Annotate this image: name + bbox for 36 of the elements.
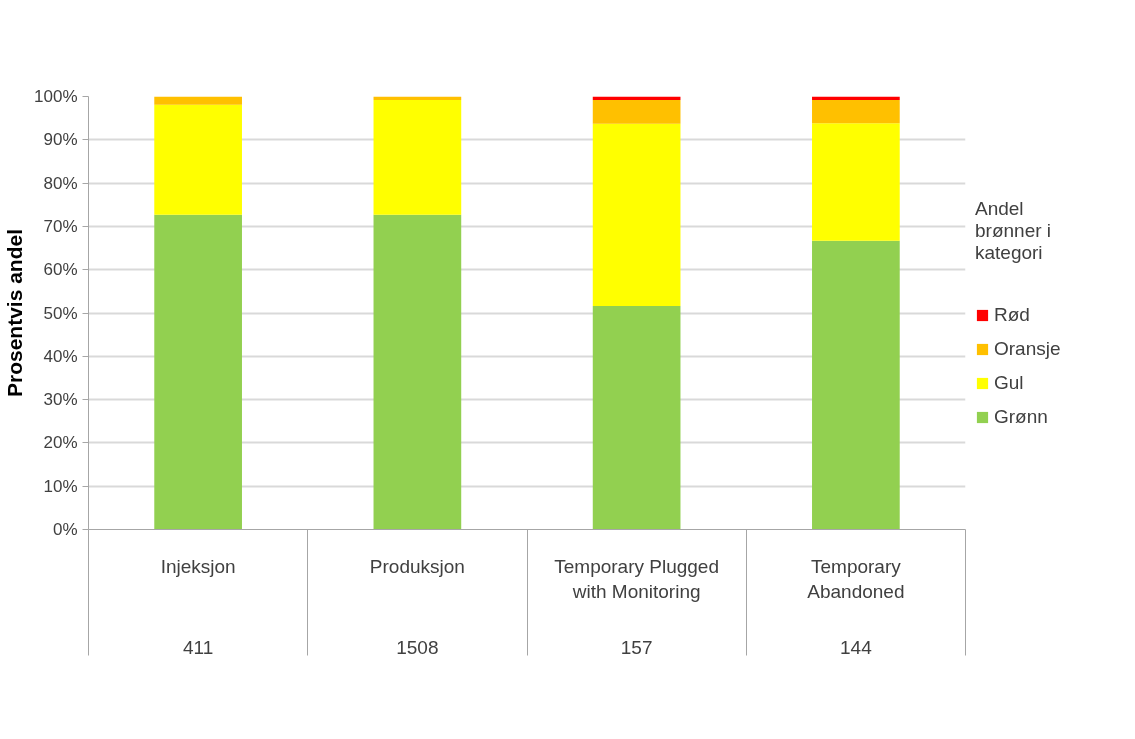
bar [373,99,462,215]
bar [592,123,681,307]
text: 157 [620,636,653,658]
legend-label: Rød [994,303,1030,326]
bar [154,214,242,530]
y-tick-label: 60% [43,260,78,280]
y-tick-label: 0% [52,520,78,539]
bar [812,99,900,124]
legend-title: Andel brønner i kategori [975,197,1053,264]
bar [592,99,681,124]
bar [154,104,242,215]
bar [812,123,900,241]
text: 144 [840,636,873,658]
text: 1508 [396,636,439,658]
legend-label: Grønn [994,405,1048,428]
legend-label: Gul [994,371,1024,394]
bar [154,96,242,105]
y-tick-label: 80% [43,173,78,193]
y-tick-label: 20% [43,433,78,453]
y-tick-label: 30% [43,390,78,410]
y-tick-label: 40% [43,346,78,366]
x-tick-label: Injeksjon [160,555,236,577]
y-tick-label: 70% [43,216,78,236]
y-tick-label: 100% [34,87,78,106]
y-tick-label: 50% [43,303,78,323]
bar [812,240,900,530]
legend-label: Oransje [994,337,1061,360]
bar [373,214,462,530]
x-tick-label: Temporary Abandoned [807,555,905,602]
x-tick-label: Temporary Plugged with Monitoring [554,555,720,602]
y-axis-title: Prosentvis andel [3,228,27,398]
x-tick-label: Produksjon [369,555,465,577]
y-tick-label: 10% [43,476,78,496]
bar [592,306,681,530]
y-tick-label: 90% [43,130,78,150]
text: 411 [182,636,214,658]
